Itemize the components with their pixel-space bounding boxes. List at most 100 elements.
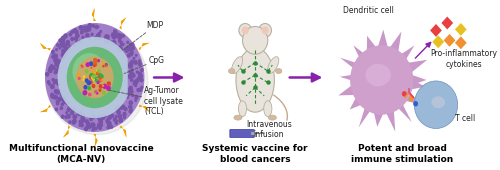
Circle shape: [68, 120, 71, 124]
Circle shape: [102, 62, 105, 65]
Circle shape: [78, 25, 84, 30]
Circle shape: [100, 114, 104, 118]
Circle shape: [88, 36, 92, 41]
Circle shape: [112, 40, 116, 45]
Circle shape: [135, 78, 140, 83]
Polygon shape: [139, 43, 149, 50]
Circle shape: [134, 96, 138, 100]
Circle shape: [73, 44, 76, 47]
Circle shape: [95, 77, 97, 79]
Circle shape: [105, 64, 108, 67]
Circle shape: [52, 82, 56, 85]
Circle shape: [96, 80, 100, 84]
Circle shape: [90, 81, 92, 84]
Circle shape: [134, 99, 137, 102]
Circle shape: [62, 97, 66, 101]
Circle shape: [107, 122, 112, 127]
Circle shape: [60, 106, 63, 110]
Circle shape: [119, 33, 122, 37]
Circle shape: [78, 77, 80, 80]
Circle shape: [66, 114, 71, 119]
Circle shape: [96, 76, 99, 80]
Polygon shape: [63, 126, 70, 138]
Circle shape: [68, 106, 72, 110]
Circle shape: [48, 66, 53, 71]
Circle shape: [111, 42, 115, 46]
Circle shape: [131, 74, 134, 77]
Ellipse shape: [276, 69, 282, 74]
Circle shape: [106, 126, 110, 129]
Circle shape: [113, 29, 116, 32]
Circle shape: [132, 81, 137, 86]
Circle shape: [140, 68, 144, 72]
Circle shape: [91, 114, 96, 119]
Circle shape: [97, 59, 100, 62]
Circle shape: [72, 118, 77, 123]
Circle shape: [242, 27, 268, 54]
Circle shape: [86, 80, 91, 85]
Circle shape: [130, 60, 134, 64]
Circle shape: [95, 72, 96, 74]
Polygon shape: [411, 75, 426, 85]
Circle shape: [90, 73, 94, 78]
Circle shape: [94, 73, 98, 78]
Circle shape: [60, 36, 66, 41]
Circle shape: [89, 61, 94, 66]
Polygon shape: [350, 97, 362, 109]
Circle shape: [128, 105, 131, 109]
Circle shape: [110, 40, 113, 44]
Circle shape: [118, 46, 123, 51]
Circle shape: [94, 90, 98, 94]
Circle shape: [86, 25, 89, 29]
Circle shape: [60, 114, 64, 119]
Circle shape: [80, 116, 85, 121]
Circle shape: [96, 69, 100, 72]
Ellipse shape: [234, 115, 242, 120]
Polygon shape: [400, 45, 414, 60]
Circle shape: [98, 88, 102, 92]
Circle shape: [128, 87, 132, 92]
Circle shape: [102, 65, 104, 68]
Circle shape: [71, 107, 76, 112]
Circle shape: [138, 59, 141, 63]
Circle shape: [116, 106, 120, 111]
Circle shape: [60, 42, 64, 47]
Circle shape: [128, 74, 132, 79]
Circle shape: [98, 78, 102, 82]
Circle shape: [128, 62, 132, 65]
Circle shape: [70, 45, 72, 49]
Circle shape: [75, 33, 80, 38]
Circle shape: [106, 117, 110, 121]
Circle shape: [78, 124, 82, 127]
Circle shape: [86, 123, 90, 128]
Circle shape: [99, 74, 103, 79]
Circle shape: [130, 105, 132, 109]
Circle shape: [58, 97, 62, 101]
Circle shape: [94, 79, 98, 82]
Circle shape: [58, 46, 61, 49]
Circle shape: [54, 95, 58, 100]
Circle shape: [97, 80, 100, 84]
Polygon shape: [444, 34, 456, 47]
Circle shape: [72, 114, 77, 119]
Circle shape: [129, 51, 134, 56]
Polygon shape: [374, 111, 384, 127]
Circle shape: [116, 34, 119, 38]
Circle shape: [80, 123, 84, 127]
Circle shape: [92, 75, 96, 79]
Circle shape: [128, 100, 133, 105]
Circle shape: [128, 64, 132, 69]
Circle shape: [132, 46, 135, 50]
Circle shape: [93, 64, 96, 67]
Circle shape: [121, 34, 125, 38]
Circle shape: [98, 77, 102, 80]
Polygon shape: [120, 126, 126, 138]
Ellipse shape: [46, 28, 148, 135]
Circle shape: [78, 120, 82, 123]
Ellipse shape: [236, 48, 275, 112]
Circle shape: [54, 80, 57, 83]
Circle shape: [120, 40, 123, 45]
Polygon shape: [338, 85, 355, 95]
Polygon shape: [120, 17, 126, 29]
Circle shape: [58, 59, 61, 63]
